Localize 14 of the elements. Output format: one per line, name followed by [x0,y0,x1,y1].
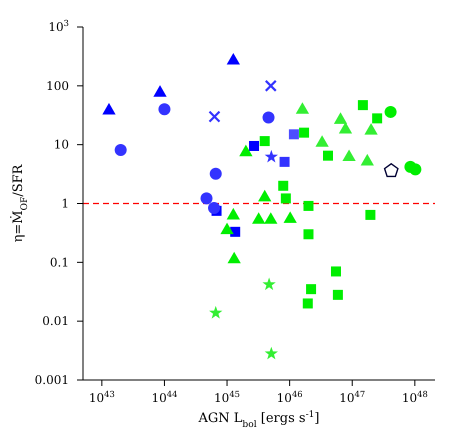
x-tick-label: 10$^{43}$ [88,389,115,405]
x-tick-label: 10$^{48}$ [402,389,428,405]
x-tick-label: 10$^{44}$ [151,389,178,405]
y-tick-label: 0.01 [42,314,69,328]
y-tick-label: 0.1 [50,255,69,270]
y-tick-label: 0.001 [34,373,69,387]
y-tick-label: 1 [61,196,69,210]
x-tick-label: 10$^{45}$ [214,389,240,405]
x-tick-label: 10$^{46}$ [276,389,303,405]
y-tick-label: 10$^{3}$ [48,18,69,34]
y-tick-label: 100 [46,78,69,93]
x-axis-title: AGN L$_{bol}$ [ergs s$^{-1}$] [198,410,320,430]
y-tick-label: 10 [54,138,69,152]
x-tick-label: 10$^{47}$ [339,389,366,405]
